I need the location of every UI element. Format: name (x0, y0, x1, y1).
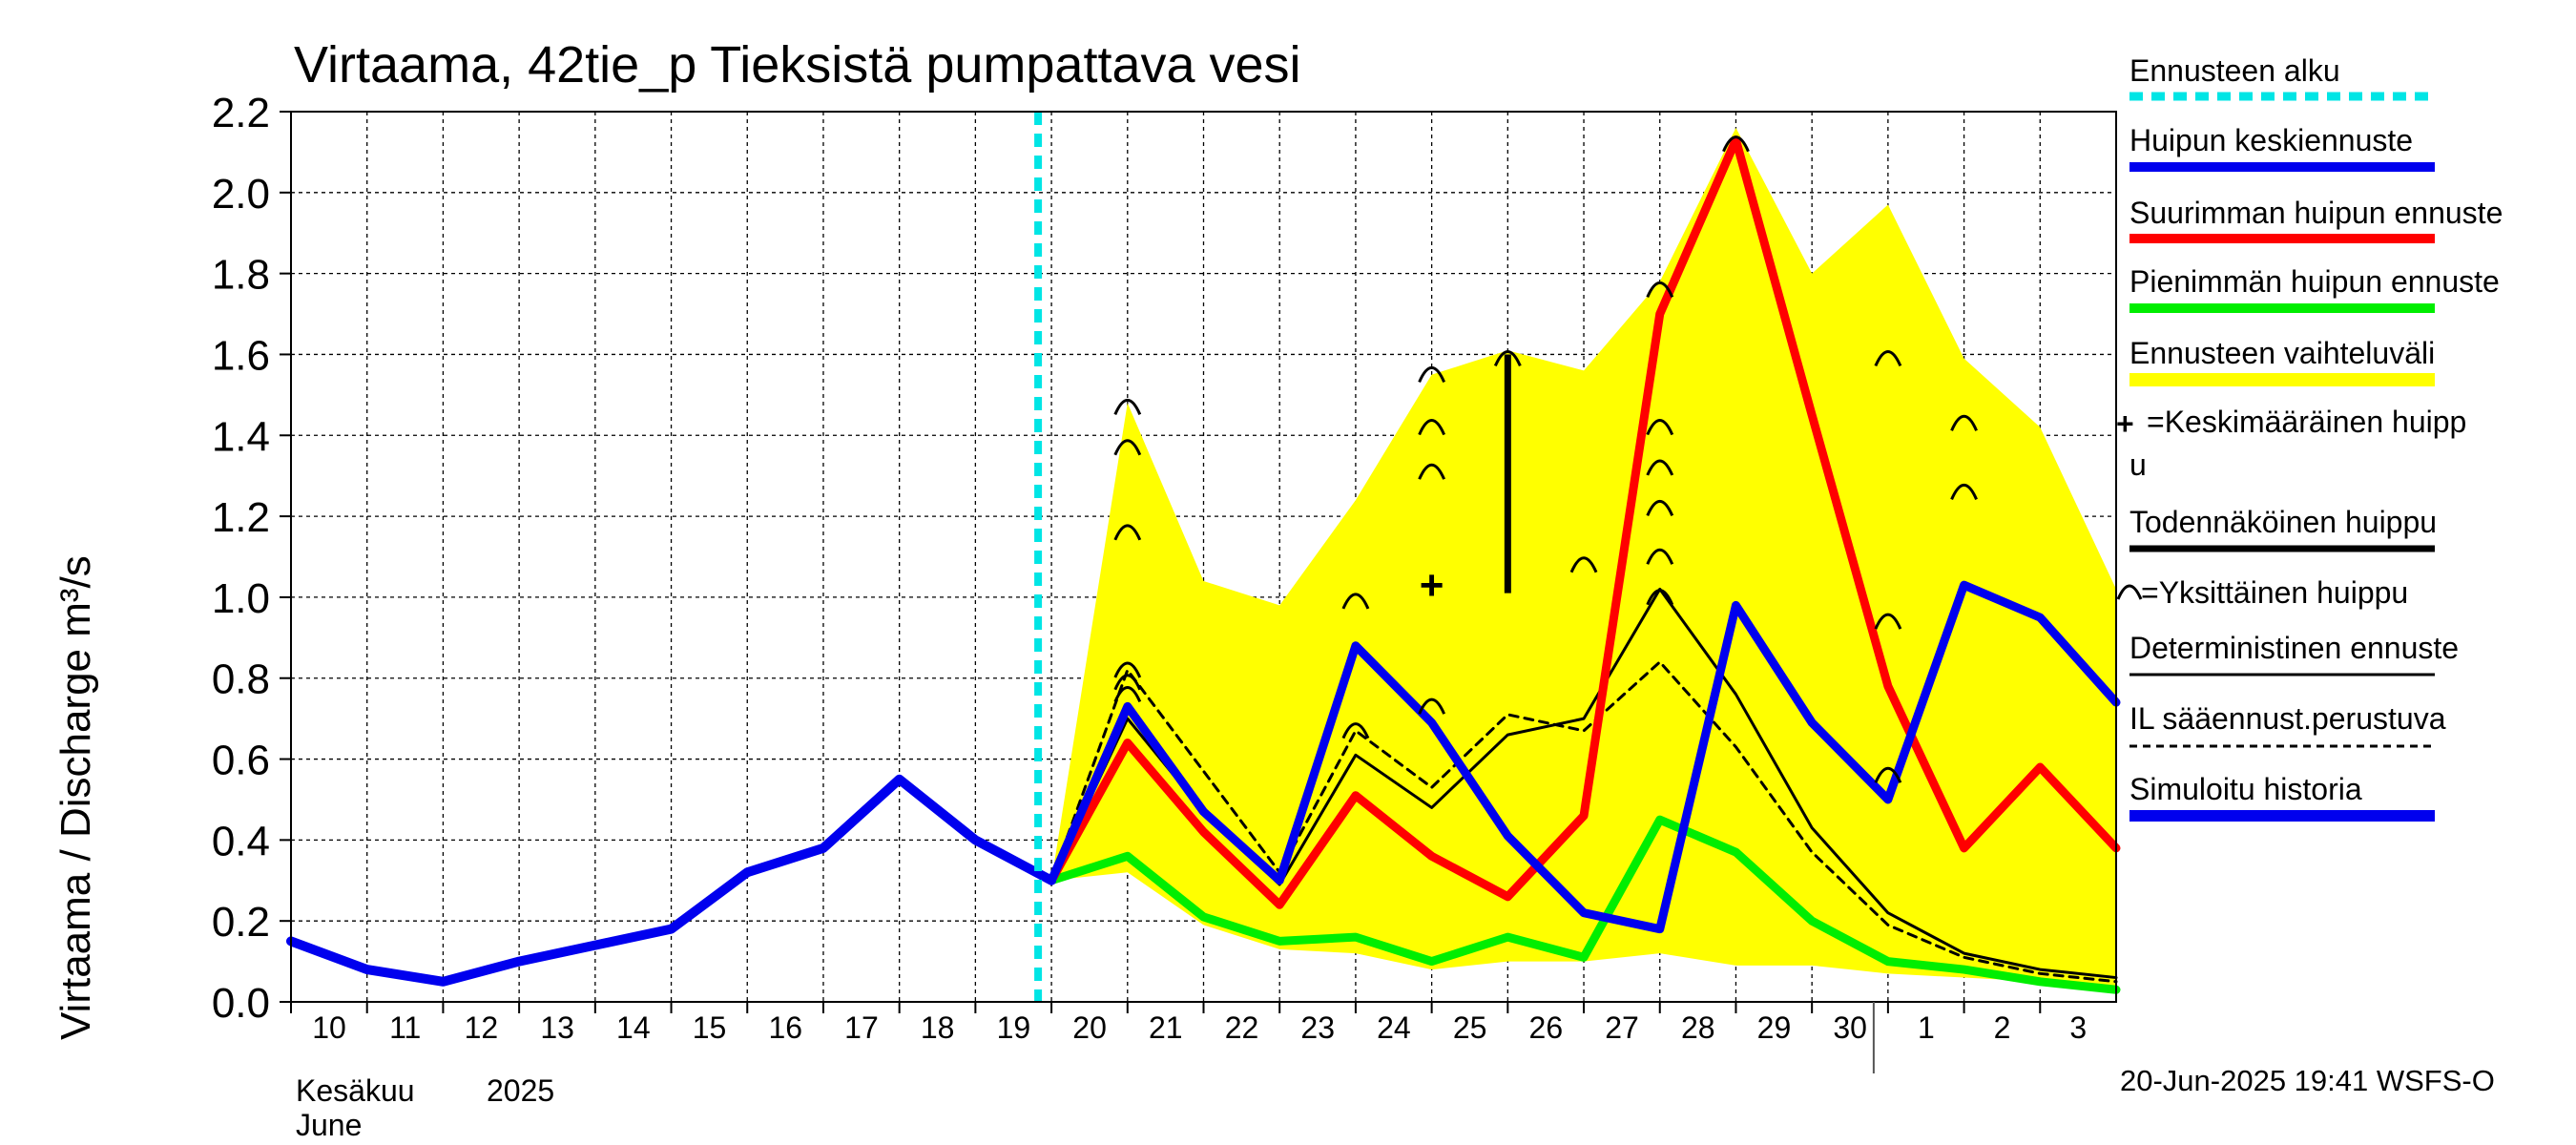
x-tick-label: 21 (1149, 1010, 1183, 1045)
legend-deterministic: Deterministinen ennuste (2129, 631, 2459, 665)
y-tick-label: 2.2 (212, 90, 270, 136)
x-tick-label: 22 (1225, 1010, 1259, 1045)
single-peak-marker (1418, 419, 1446, 436)
y-axis-label: Virtaama / Discharge m³/s (52, 555, 99, 1040)
x-tick-label: 30 (1833, 1010, 1867, 1045)
y-tick-label: 0.4 (212, 818, 270, 864)
single-peak-marker (1341, 593, 1370, 610)
month-label-fi: Kesäkuu (296, 1073, 415, 1108)
peak-marker-layer: + (1113, 135, 1978, 783)
y-tick-label: 1.6 (212, 332, 270, 379)
single-peak-marker (1113, 398, 1142, 415)
legend-single-peak-icon (2116, 584, 2143, 600)
legend-single-peak: =Yksittäinen huippu (2141, 575, 2408, 610)
x-tick-label: 17 (844, 1010, 879, 1045)
x-tick-label: 16 (768, 1010, 802, 1045)
series-layer (286, 112, 2121, 1002)
footer-timestamp: 20-Jun-2025 19:41 WSFS-O (2120, 1064, 2495, 1097)
legend-forecast-start: Ennusteen alku (2129, 53, 2340, 88)
x-tick-label: 1 (1918, 1010, 1935, 1045)
y-tick-label: 0.6 (212, 738, 270, 784)
year-label: 2025 (487, 1073, 554, 1108)
x-tick-label: 29 (1757, 1010, 1792, 1045)
single-peak-marker (1341, 722, 1370, 739)
single-peak-marker (1950, 483, 1978, 501)
legend-mean-peak: =Keskimääräinen huipp (2147, 405, 2466, 439)
series-simuloitu-historia (286, 774, 1057, 987)
single-peak-marker (1113, 661, 1142, 678)
y-tick-label: 1.8 (212, 252, 270, 299)
legend-mean-peak-cont: u (2129, 448, 2147, 482)
single-peak-marker (1646, 499, 1674, 516)
x-tick-label: 10 (312, 1010, 346, 1045)
single-peak-marker (1113, 524, 1142, 541)
legend-min-forecast: Pienimmän huipun ennuste (2129, 264, 2500, 299)
y-tick-label: 1.4 (212, 413, 270, 460)
x-tick-label: 27 (1605, 1010, 1639, 1045)
series-pienimm-n-huipun-ennuste (1047, 815, 2121, 994)
legend-probable-peak: Todennäköinen huippu (2129, 505, 2437, 539)
single-peak-marker (1418, 365, 1446, 384)
y-tick-label: 0.0 (212, 980, 270, 1027)
x-tick-label: 3 (2069, 1010, 2087, 1045)
x-tick-label: 11 (389, 1010, 421, 1045)
x-tick-label: 28 (1681, 1010, 1715, 1045)
single-peak-marker (1113, 686, 1142, 703)
single-peak-marker (1493, 350, 1522, 367)
single-peak-marker (1722, 135, 1750, 153)
x-tick-label: 15 (693, 1010, 727, 1045)
x-tick-label: 23 (1300, 1010, 1335, 1045)
x-tick-label: 25 (1453, 1010, 1487, 1045)
y-tick-label: 0.8 (212, 656, 270, 703)
x-tick-label: 24 (1377, 1010, 1411, 1045)
legend-plus-icon: + (2116, 406, 2134, 441)
single-peak-marker (1874, 613, 1902, 630)
single-peak-marker (1113, 439, 1142, 456)
y-axis-ticks: 0.0 0.2 0.4 0.6 0.8 1.0 1.2 1.4 1.6 1.8 2.0 2.2 (212, 90, 291, 1027)
single-peak-marker (1646, 281, 1674, 298)
single-peak-marker (1646, 459, 1674, 476)
y-tick-label: 1.2 (212, 494, 270, 541)
y-tick-label: 1.0 (212, 575, 270, 622)
series-huipun-keskiennuste (1047, 580, 2121, 934)
series-suurimman-huipun-ennuste (1047, 135, 2121, 909)
legend-sim-history: Simuloitu historia (2129, 772, 2362, 806)
single-peak-marker (1418, 463, 1446, 480)
legend-mean-forecast: Huipun keskiennuste (2129, 123, 2413, 157)
single-peak-marker (1646, 548, 1674, 565)
x-tick-label: 26 (1529, 1010, 1564, 1045)
x-tick-label: 14 (616, 1010, 651, 1045)
legend-il-weather: IL sääennust.perustuva (2129, 701, 2446, 736)
x-tick-label: 18 (921, 1010, 955, 1045)
single-peak-marker (1950, 414, 1978, 431)
x-tick-label: 2 (1994, 1010, 2011, 1045)
single-peak-marker (1874, 350, 1902, 367)
single-peak-marker (1874, 766, 1902, 783)
x-tick-label: 13 (540, 1010, 574, 1045)
legend: Ennusteen alku Huipun keskiennuste Suuri… (2116, 53, 2503, 822)
y-tick-label: 2.0 (212, 171, 270, 218)
x-axis-ticks: 10 11 12 13 14 15 16 17 18 19 20 21 22 23 24 25 26 27 28 29… (290, 1002, 2087, 1073)
legend-max-forecast: Suurimman huipun ennuste (2129, 196, 2503, 230)
mean-peak-marker: + (1420, 562, 1444, 609)
x-tick-label: 20 (1072, 1010, 1107, 1045)
single-peak-marker (1418, 697, 1446, 715)
single-peak-marker (1646, 589, 1674, 606)
single-peak-marker (1569, 556, 1598, 573)
x-tick-label: 12 (465, 1010, 499, 1045)
month-label-en: June (296, 1108, 362, 1142)
single-peak-marker (1646, 419, 1674, 436)
single-peak-marker (1113, 674, 1142, 691)
series-il-s-ennust-perustuva (1049, 660, 2118, 984)
y-tick-label: 0.2 (212, 899, 270, 946)
x-tick-label: 19 (997, 1010, 1031, 1045)
chart-title: Virtaama, 42tie_p Tieksistä pumpattava v… (294, 36, 1301, 94)
legend-range: Ennusteen vaihteluväli (2129, 336, 2435, 370)
